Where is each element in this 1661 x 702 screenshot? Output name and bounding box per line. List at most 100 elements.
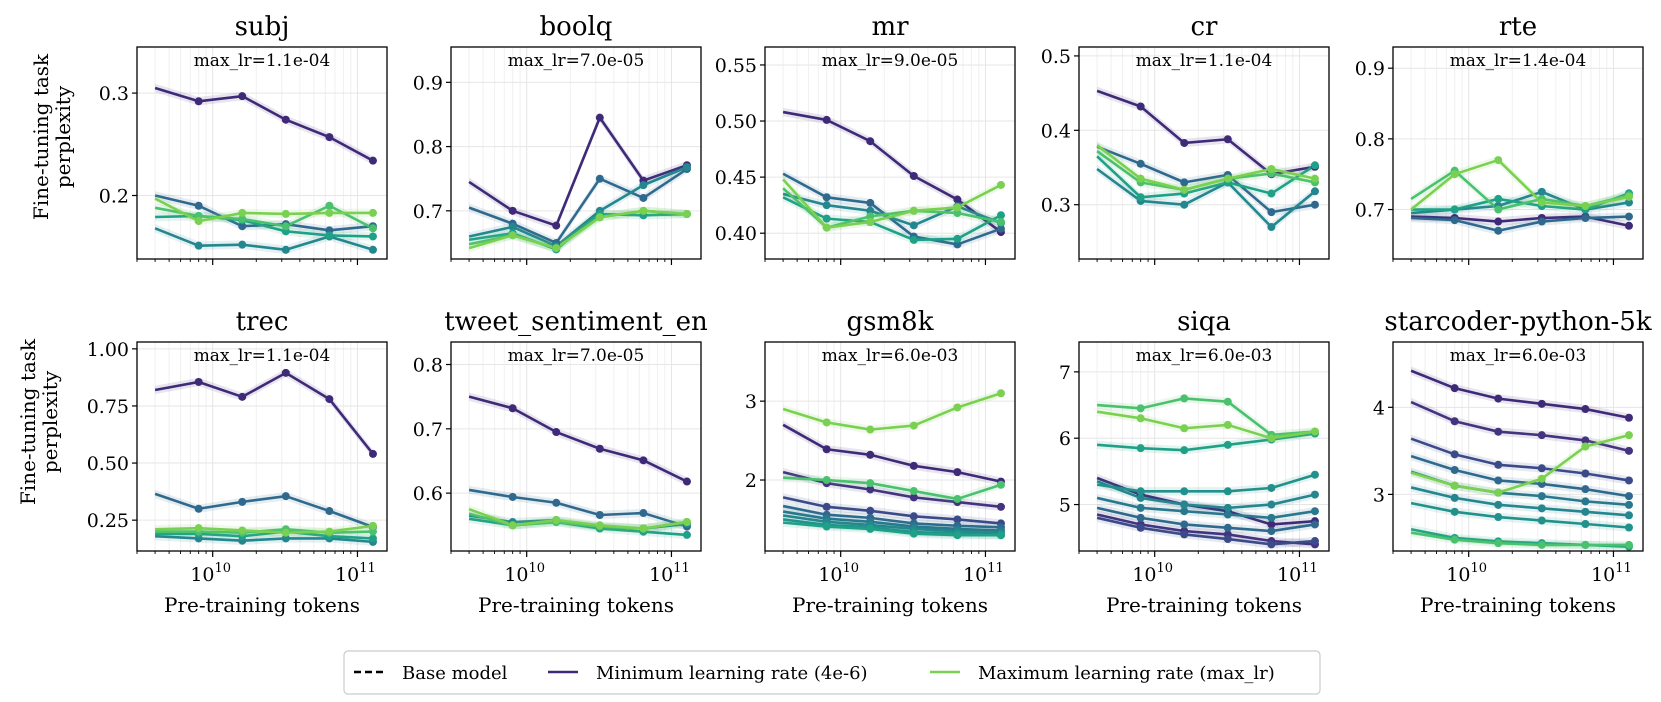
series-line [154, 492, 374, 529]
data-point [1624, 221, 1633, 230]
data-point [1581, 497, 1590, 506]
data-point [194, 504, 203, 513]
data-point [508, 231, 517, 240]
data-point [1494, 394, 1503, 403]
data-point [1537, 464, 1546, 473]
series-band [783, 169, 1001, 249]
data-point [822, 418, 831, 427]
data-point [1494, 476, 1503, 485]
data-point [1180, 138, 1189, 147]
series-line [1410, 369, 1630, 420]
series-line [154, 86, 374, 162]
series-line [782, 192, 1002, 227]
data-point [909, 461, 918, 470]
series-band [1097, 477, 1315, 513]
series-line [1410, 531, 1629, 547]
data-point [1581, 442, 1590, 451]
series-line [1411, 215, 1630, 233]
data-point [1624, 476, 1633, 485]
series-line [1410, 486, 1630, 517]
series-line [782, 423, 1002, 483]
max-lr-annotation: max_lr=7.0e-05 [508, 346, 645, 366]
series-line [468, 488, 688, 528]
data-point [1267, 434, 1276, 443]
grid [451, 47, 701, 259]
data-point [1180, 520, 1189, 529]
series-line [154, 227, 374, 252]
series-group [782, 107, 1005, 249]
series-line [782, 178, 1002, 229]
plot-frame [764, 341, 1016, 552]
series-line [1410, 454, 1630, 498]
data-point [1267, 527, 1276, 536]
series-line [1096, 145, 1316, 214]
panel-title: starcoder-python-5k [1384, 307, 1651, 337]
plot-frame [1078, 46, 1330, 260]
data-point [1624, 192, 1633, 201]
data-point [1180, 178, 1189, 187]
series-line [1096, 155, 1316, 199]
data-point [1267, 189, 1276, 198]
data-point [822, 522, 831, 531]
data-point [368, 245, 377, 254]
data-point [595, 174, 604, 183]
data-point [595, 213, 604, 222]
ylabel-row1-line2: perplexity [51, 85, 75, 188]
data-point [552, 244, 561, 253]
data-point [1581, 485, 1590, 494]
data-point [1624, 431, 1633, 440]
data-point [1136, 444, 1145, 453]
series-line [782, 518, 1002, 537]
data-point [1581, 214, 1590, 223]
data-point [1136, 503, 1145, 512]
y-tick-label: 0.3 [1041, 195, 1071, 217]
series-line [1096, 397, 1316, 437]
x-tick-label: 1010 [504, 561, 545, 586]
plot-frame [136, 341, 388, 552]
legend: Base model Minimum learning rate (4e-6) … [343, 650, 1321, 695]
panel-mr: 0.40 0.45 0.50 0.55 mr max_lr=9.0e-05 [715, 12, 1016, 265]
data-point [1537, 399, 1546, 408]
ylabel-row1-line1: Fine-tuning task [29, 53, 53, 220]
max-lr-annotation: max_lr=9.0e-05 [822, 51, 959, 71]
series-line [1096, 480, 1316, 510]
data-point [1624, 212, 1633, 221]
y-tick-label: 3 [1373, 484, 1385, 506]
data-point [1310, 537, 1319, 546]
data-point [953, 240, 962, 249]
series-band [155, 368, 373, 459]
data-point [909, 529, 918, 538]
data-point [1537, 492, 1546, 501]
series-band [469, 164, 687, 248]
data-point [1450, 466, 1459, 475]
max-lr-annotation: max_lr=1.4e-04 [1450, 51, 1587, 71]
series-line [468, 395, 688, 483]
data-point [909, 493, 918, 502]
series-band [1411, 430, 1629, 497]
data-point [238, 526, 247, 535]
y-tick-label: 0.6 [413, 483, 443, 505]
data-point [281, 368, 290, 377]
data-point [1450, 216, 1459, 225]
data-point [368, 521, 377, 530]
data-point [325, 527, 334, 536]
data-point [1136, 159, 1145, 168]
grid [1079, 47, 1329, 259]
data-point [1624, 523, 1633, 532]
data-point [909, 421, 918, 430]
data-point [1494, 500, 1503, 509]
series-line [783, 476, 1002, 501]
data-point [639, 193, 648, 202]
max-lr-annotation: max_lr=1.1e-04 [1136, 51, 1273, 71]
x-tick-label: 1010 [818, 561, 859, 586]
data-point [238, 92, 247, 101]
panel-boolq: 0.7 0.8 0.9 boolq max_lr=7.0e-05 [413, 12, 702, 265]
y-tick-label: 0.8 [413, 355, 443, 377]
data-point [1136, 102, 1145, 111]
data-point [1180, 507, 1189, 516]
series-group [468, 113, 691, 254]
series-line [1096, 167, 1316, 229]
series-band [469, 505, 687, 533]
